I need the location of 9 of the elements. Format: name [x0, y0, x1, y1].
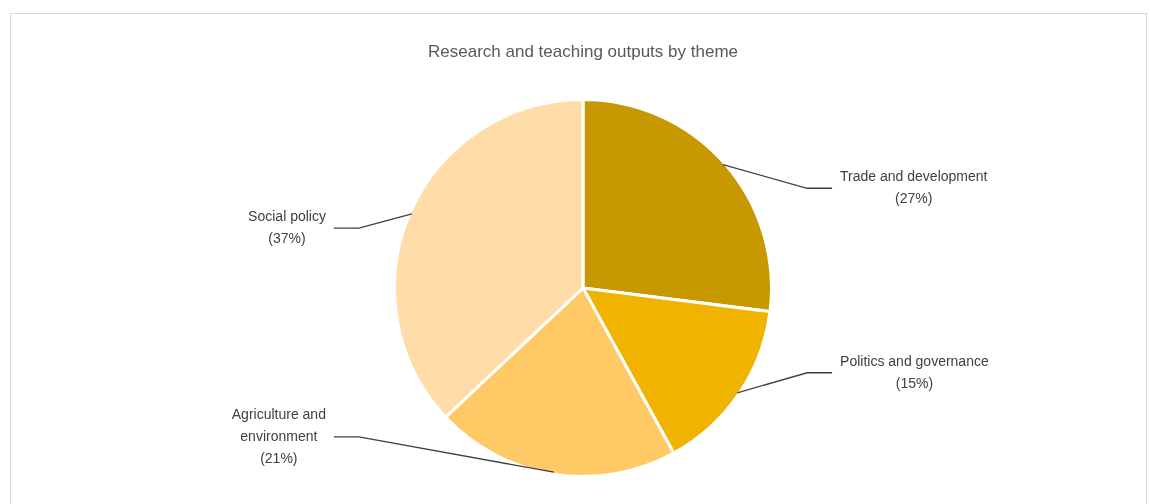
- slice-label: Trade and development: [840, 168, 988, 185]
- data-label: (37%): [268, 229, 306, 246]
- data-label: (21%): [260, 449, 298, 466]
- slice-label: Politics and governance: [840, 352, 989, 369]
- slice-label: Agriculture and environment: [231, 405, 326, 444]
- chart-title: Research and teaching outputs by theme: [428, 41, 738, 61]
- data-label: (15%): [895, 374, 934, 391]
- data-label: (27%): [895, 190, 933, 207]
- slice-label: Social policy: [248, 207, 326, 224]
